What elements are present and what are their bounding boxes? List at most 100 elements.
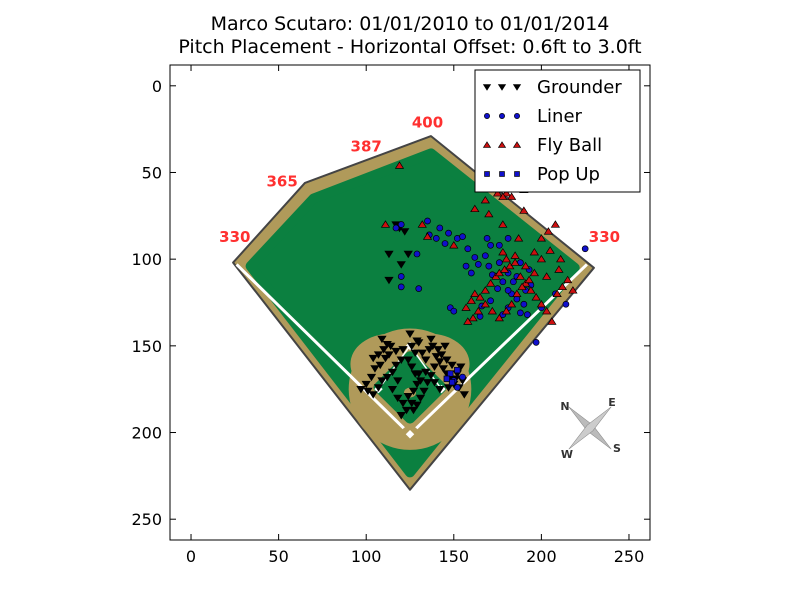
y-tick-label: 0 (152, 77, 162, 96)
data-point (398, 346, 408, 354)
legend-marker (482, 84, 492, 91)
data-point (436, 224, 444, 232)
data-point (467, 269, 475, 277)
legend-label: Fly Ball (537, 135, 602, 156)
data-point (393, 377, 403, 385)
data-point (426, 372, 436, 380)
data-point (414, 370, 424, 378)
data-point (391, 361, 401, 370)
data-point (442, 356, 452, 364)
data-point (379, 346, 389, 354)
data-point (433, 346, 443, 354)
data-point (424, 346, 434, 354)
data-point (391, 347, 401, 356)
data-point (552, 289, 562, 297)
data-point (401, 406, 412, 415)
distance-label: 400 (412, 113, 443, 131)
data-point (384, 250, 394, 259)
legend-label: Grounder (537, 77, 622, 98)
compass-n: N (560, 400, 569, 413)
data-point (462, 262, 470, 270)
data-point (550, 220, 561, 228)
data-point (487, 297, 494, 305)
x-tick-label: 50 (268, 547, 288, 566)
data-point (526, 286, 536, 294)
data-point (394, 161, 405, 169)
data-point (492, 189, 503, 197)
data-point (498, 247, 508, 256)
data-point (466, 296, 476, 304)
data-point (438, 365, 448, 373)
data-point (520, 261, 531, 270)
data-point (400, 228, 410, 236)
x-tick-label: 100 (351, 547, 382, 566)
data-point (471, 254, 479, 261)
legend-marker (484, 113, 490, 119)
data-point (517, 309, 524, 317)
data-point (431, 353, 441, 361)
data-point (393, 394, 403, 403)
data-point (407, 363, 417, 371)
legend-marker (514, 171, 520, 177)
data-point (542, 272, 552, 280)
compass-rose-icon: N E S W (560, 396, 621, 461)
data-point (487, 241, 494, 249)
data-point (454, 366, 461, 374)
data-point (403, 250, 413, 259)
data-point (563, 275, 573, 284)
legend: Grounder Liner Fly Ball Pop Up (474, 69, 641, 193)
data-point (396, 412, 406, 420)
data-point (443, 375, 450, 382)
data-point (504, 235, 512, 242)
data-point (370, 365, 380, 373)
data-point (396, 356, 406, 364)
axis-ticks: 0 50 100 150 200 250 0 50 100 150 200 250 (131, 65, 650, 566)
data-point (412, 401, 422, 410)
data-point (447, 361, 457, 370)
legend-item: Grounder (482, 77, 622, 98)
data-point (366, 373, 377, 382)
data-point (432, 235, 440, 242)
x-tick-label: 0 (186, 547, 196, 566)
data-point (424, 217, 431, 225)
data-point (435, 358, 445, 366)
data-point (495, 259, 503, 266)
data-point (536, 234, 547, 242)
data-point (398, 399, 408, 408)
plot-area: 330 365 387 400 330 N E S W (219, 113, 621, 491)
data-point (545, 246, 555, 254)
chart-title: Marco Scutaro: 01/01/2010 to 01/01/2014 (211, 13, 610, 35)
data-point (529, 247, 540, 256)
compass-e: E (608, 396, 616, 409)
data-point (524, 275, 534, 284)
data-point (498, 220, 508, 228)
data-point (480, 299, 490, 308)
data-point (387, 386, 398, 394)
data-point (531, 293, 541, 301)
data-point (485, 262, 493, 270)
data-point (415, 394, 426, 403)
data-point (459, 233, 466, 240)
data-points (356, 161, 589, 420)
data-point (510, 251, 520, 259)
data-point (532, 339, 540, 346)
legend-marker (499, 171, 505, 177)
data-point (542, 306, 552, 315)
data-point (368, 391, 378, 399)
data-point (417, 349, 427, 358)
data-point (415, 377, 426, 385)
data-point (429, 379, 440, 387)
data-point (421, 356, 431, 364)
data-point (536, 254, 547, 263)
data-point (422, 379, 433, 387)
data-point (543, 227, 554, 235)
data-point (415, 285, 423, 292)
data-point (484, 209, 494, 218)
data-point (506, 192, 517, 200)
data-point (470, 204, 480, 213)
data-point (483, 235, 491, 242)
y-tick-label: 100 (131, 250, 162, 269)
data-point (403, 356, 413, 364)
data-point (501, 306, 511, 315)
